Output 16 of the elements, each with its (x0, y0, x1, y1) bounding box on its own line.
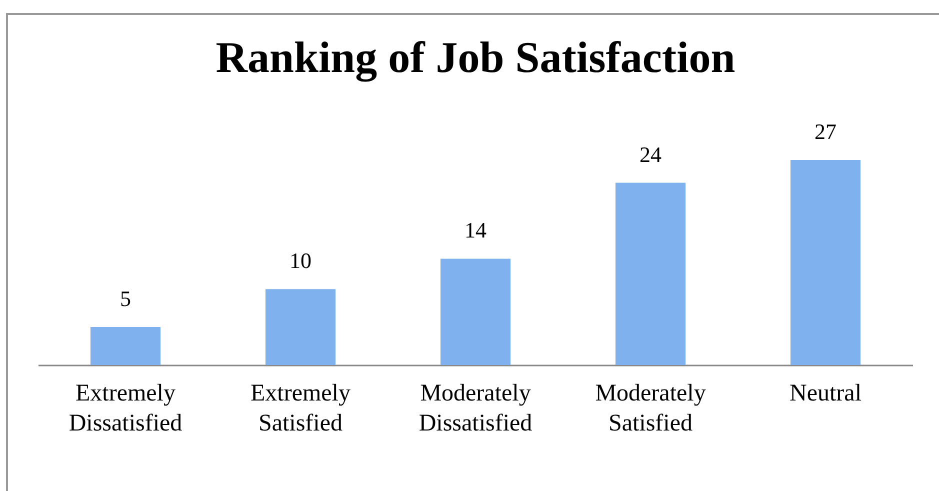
x-tick-label: Extremely Satisfied (250, 380, 350, 436)
data-label: 27 (814, 119, 836, 144)
x-tick-label: Moderately Dissatisfied (418, 380, 532, 436)
data-label: 14 (464, 218, 486, 243)
bar (440, 258, 510, 365)
data-label: 10 (290, 248, 312, 274)
x-tick-label: Extremely Dissatisfied (68, 380, 182, 436)
bar (790, 160, 860, 365)
data-label: 24 (640, 142, 662, 167)
x-tick-label: Moderately Satisfied (595, 380, 706, 436)
x-tick-label: Neutral (790, 380, 862, 406)
bar (90, 327, 160, 365)
bar (616, 182, 686, 365)
bar (266, 289, 336, 365)
data-label: 5 (120, 286, 131, 312)
chart-title: Ranking of Job Satisfaction (216, 33, 736, 82)
